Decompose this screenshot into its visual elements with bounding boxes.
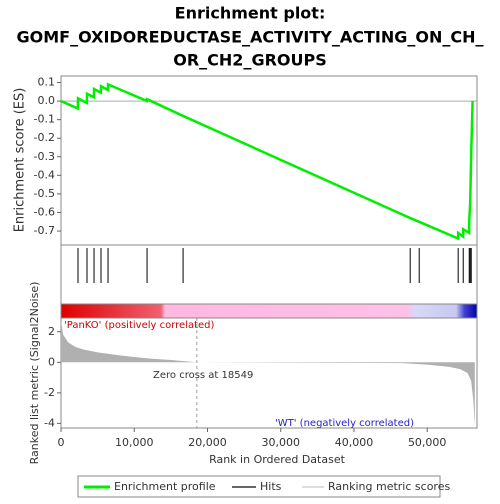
legend-label: Hits [260, 480, 282, 493]
x-tick-label: 0 [58, 436, 65, 449]
legend-label: Ranking metric scores [328, 480, 450, 493]
annotation: 'WT' (negatively correlated) [275, 418, 414, 429]
x-axis-label: Rank in Ordered Dataset [209, 453, 346, 466]
y-tick-label: -0.7 [34, 224, 55, 237]
y-tick-label: -0.6 [34, 206, 55, 219]
y-tick-label: -0.1 [34, 113, 55, 126]
y-tick-label: 2 [48, 325, 55, 338]
chart-title: OR_CH2_GROUPS [173, 51, 326, 70]
y-axis-label: Ranked list metric (Signal2Noise) [28, 282, 41, 465]
y-tick-label: 0.1 [38, 76, 56, 89]
y-tick-label: 0 [48, 355, 55, 368]
x-tick-label: 30,000 [261, 436, 300, 449]
y-tick-label: 0.0 [38, 94, 56, 107]
y-tick-label: -2 [44, 386, 55, 399]
hits-panel [60, 244, 478, 305]
y-tick-label: -0.4 [34, 168, 55, 181]
annotation: Zero cross at 18549 [153, 370, 253, 381]
x-tick-label: 50,000 [408, 436, 447, 449]
legend [77, 475, 441, 498]
annotation: 'PanKO' (positively correlated) [64, 320, 215, 331]
chart-title: GOMF_OXIDOREDUCTASE_ACTIVITY_ACTING_ON_C… [16, 28, 483, 47]
x-tick-label: 40,000 [335, 436, 374, 449]
enrichment-line [60, 82, 474, 241]
metric-panel [60, 317, 478, 429]
rank-colorbar [60, 303, 478, 319]
x-tick-label: 20,000 [188, 436, 227, 449]
y-axis-label: Enrichment score (ES) [13, 88, 28, 233]
chart-title: Enrichment plot: [175, 4, 326, 23]
legend-label: Enrichment profile [114, 480, 216, 493]
y-tick-label: -4 [44, 416, 55, 429]
y-tick-label: -0.2 [34, 131, 55, 144]
y-tick-label: -0.5 [34, 187, 55, 200]
y-tick-label: -0.3 [34, 150, 55, 163]
x-tick-label: 10,000 [115, 436, 154, 449]
